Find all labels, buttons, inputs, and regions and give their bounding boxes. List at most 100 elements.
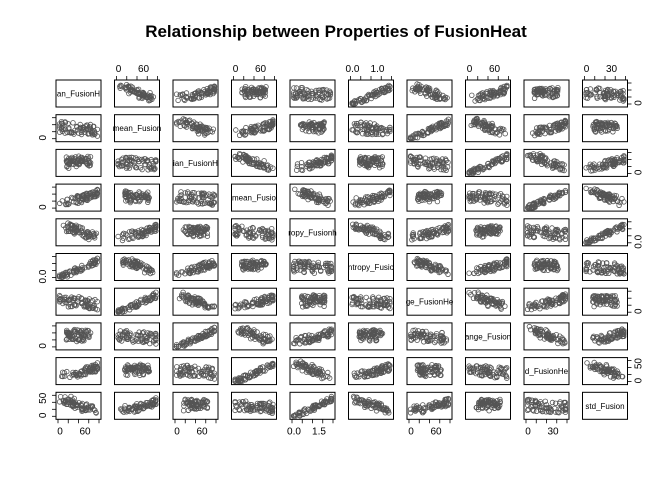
point-cloud xyxy=(115,289,159,315)
data-point xyxy=(190,228,196,235)
point-cloud xyxy=(63,153,94,171)
data-point xyxy=(562,233,569,239)
data-point xyxy=(355,201,361,208)
panel-entropy_FusionHeat-vs-wtd_entropy_FusionHeat xyxy=(348,218,394,247)
data-point xyxy=(232,231,238,238)
data-point xyxy=(80,334,87,341)
data-point xyxy=(547,129,553,136)
point-cloud xyxy=(466,151,510,176)
data-point xyxy=(353,195,359,201)
point-cloud xyxy=(590,293,620,310)
data-point xyxy=(127,263,133,270)
data-point xyxy=(204,328,210,335)
data-point xyxy=(359,300,365,307)
point-cloud xyxy=(115,154,159,173)
data-point xyxy=(298,159,305,166)
data-point xyxy=(525,203,532,209)
data-point xyxy=(481,265,487,271)
diagonal-label: mean_Fusion xyxy=(113,124,161,133)
data-point xyxy=(539,298,546,304)
data-point xyxy=(417,86,423,93)
data-point xyxy=(527,152,533,158)
data-point xyxy=(316,89,322,96)
data-point xyxy=(411,259,417,265)
data-point xyxy=(554,88,561,95)
panel-frame xyxy=(406,253,453,281)
data-point xyxy=(150,292,157,299)
data-point xyxy=(181,96,187,102)
data-point xyxy=(532,90,538,97)
diagonal-label: ge_FusionHe xyxy=(406,298,454,307)
data-point xyxy=(266,235,272,242)
data-point xyxy=(293,85,300,91)
data-point xyxy=(376,155,382,161)
chart-title: Relationship between Properties of Fusio… xyxy=(145,22,527,41)
data-point xyxy=(139,156,145,163)
data-point xyxy=(605,119,611,126)
panel-entropy_FusionHeat-vs-wtd_range_FusionHeat xyxy=(465,218,511,247)
data-point xyxy=(124,197,131,203)
data-point xyxy=(127,235,133,242)
data-point xyxy=(614,226,621,232)
data-point xyxy=(594,268,600,275)
data-point xyxy=(63,158,70,164)
data-point xyxy=(387,305,393,312)
data-point xyxy=(262,336,268,343)
data-point xyxy=(199,261,206,267)
data-point xyxy=(323,200,330,206)
data-point xyxy=(261,158,267,164)
point-cloud xyxy=(407,116,452,141)
data-point xyxy=(296,337,302,343)
data-point xyxy=(297,341,303,347)
data-point xyxy=(127,302,133,309)
panel-mean_FusionHeat-vs-std_FusionHeat xyxy=(523,79,570,108)
data-point xyxy=(583,91,589,97)
panel-wtd_gmean_FusionHeat-vs-std_FusionHeat xyxy=(523,183,570,212)
data-point xyxy=(599,270,605,276)
data-point xyxy=(540,88,546,94)
data-point xyxy=(433,123,439,129)
data-point xyxy=(88,259,94,265)
panel-range_FusionHeat-vs-range_FusionHeat: ge_FusionHe xyxy=(406,287,454,316)
data-point xyxy=(387,124,393,131)
point-cloud xyxy=(583,259,627,277)
data-point xyxy=(127,89,133,95)
data-point xyxy=(124,336,131,342)
data-point xyxy=(610,88,616,94)
point-cloud xyxy=(239,83,269,101)
data-point xyxy=(583,165,589,171)
data-point xyxy=(294,167,300,173)
data-point xyxy=(438,124,444,131)
panel-wtd_entropy_FusionHeat-vs-range_FusionHeat xyxy=(406,253,453,281)
panel-wtd_mean_FusionHeat-vs-mean_FusionHeat xyxy=(55,114,102,143)
data-point xyxy=(133,299,140,305)
data-point xyxy=(290,266,297,272)
data-point xyxy=(493,223,499,229)
data-point xyxy=(70,268,77,275)
data-point xyxy=(182,97,188,104)
data-point xyxy=(604,197,610,203)
data-point xyxy=(128,196,134,203)
panel-gmean_FusionHeat-vs-range_FusionHeat xyxy=(406,148,453,177)
point-cloud xyxy=(180,223,211,240)
data-point xyxy=(537,158,543,164)
data-point xyxy=(562,189,569,195)
data-point xyxy=(364,131,371,137)
data-point xyxy=(369,155,375,162)
data-point xyxy=(318,121,325,127)
data-point xyxy=(142,300,148,306)
data-point xyxy=(136,329,142,335)
data-point xyxy=(541,197,547,203)
panel-wtd_gmean_FusionHeat-vs-wtd_std_FusionHeat xyxy=(582,183,628,212)
data-point xyxy=(265,229,272,235)
data-point xyxy=(314,334,321,341)
data-point xyxy=(417,229,423,236)
data-point xyxy=(503,198,510,205)
data-point xyxy=(557,161,563,167)
data-point xyxy=(84,297,90,304)
data-point xyxy=(441,123,447,130)
data-point xyxy=(414,258,420,265)
data-point xyxy=(245,303,252,309)
data-point xyxy=(72,267,79,273)
